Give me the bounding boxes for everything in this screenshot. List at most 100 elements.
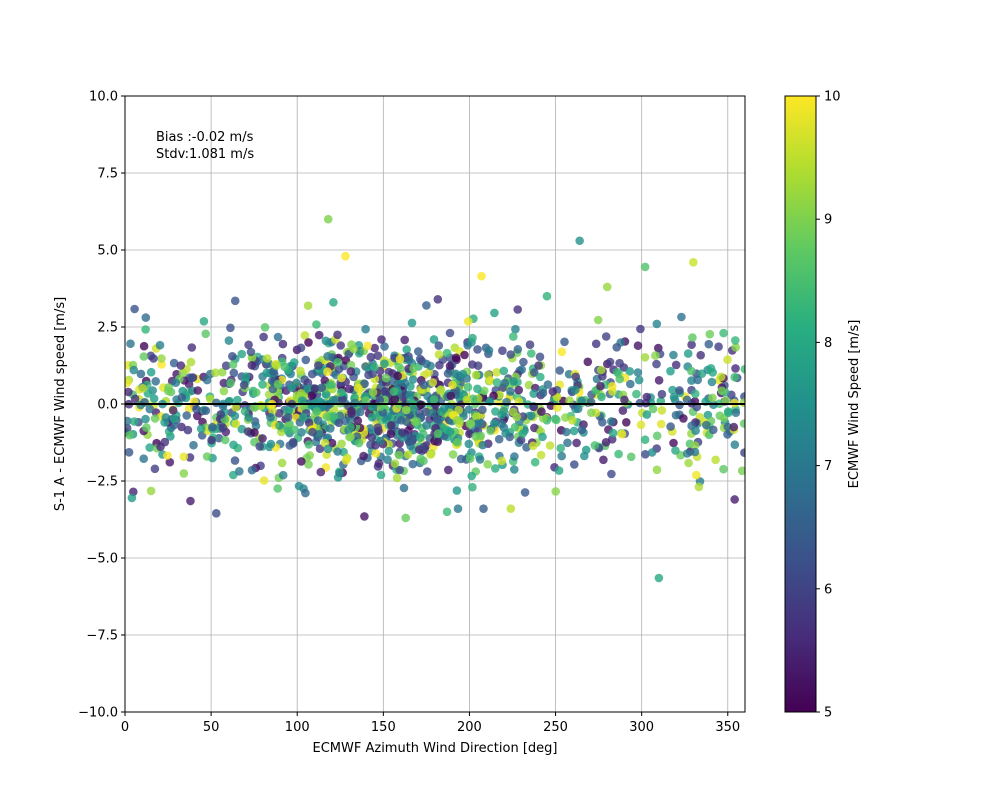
scatter-point: [473, 345, 482, 354]
scatter-point: [400, 335, 410, 345]
scatter-point: [452, 486, 462, 495]
scatter-point: [500, 378, 510, 388]
scatter-point: [410, 417, 420, 426]
scatter-point: [244, 340, 253, 350]
y-axis-label: S-1 A - ECMWF Wind speed [m/s]: [53, 297, 68, 511]
y-tick-label: −10.0: [78, 706, 118, 721]
scatter-point: [298, 413, 308, 422]
scatter-point: [583, 357, 593, 367]
scatter-point: [556, 443, 565, 453]
scatter-point: [490, 419, 499, 428]
scatter-point: [389, 387, 399, 396]
scatter-point: [360, 512, 369, 521]
scatter-point: [341, 416, 350, 426]
scatter-point: [702, 420, 711, 430]
scatter-point: [224, 336, 234, 345]
scatter-point: [683, 349, 693, 358]
scatter-point: [596, 365, 606, 375]
scatter-point: [352, 432, 362, 441]
scatter-point: [439, 404, 449, 414]
scatter-point: [360, 379, 369, 389]
scatter-point: [494, 434, 504, 444]
scatter-point: [654, 573, 664, 583]
scatter-point: [587, 408, 596, 418]
scatter-point: [729, 422, 739, 432]
scatter-point: [216, 410, 226, 419]
scatter-point: [514, 385, 523, 395]
scatter-point: [429, 335, 439, 344]
scatter-point: [625, 367, 634, 376]
scatter-point: [207, 435, 216, 445]
scatter-point: [380, 342, 389, 351]
scatter-point: [308, 427, 317, 437]
scatter-point: [478, 440, 488, 450]
scatter-point: [337, 439, 346, 449]
scatter-point: [510, 422, 520, 432]
scatter-point: [442, 507, 452, 517]
scatter-point: [290, 425, 299, 435]
scatter-point: [491, 464, 500, 473]
scatter-point: [399, 483, 409, 493]
scatter-point: [139, 352, 149, 361]
scatter-point: [296, 343, 306, 353]
scatter-point: [335, 468, 344, 478]
scatter-point: [422, 421, 431, 430]
scatter-point: [555, 366, 564, 375]
scatter-point: [247, 361, 257, 370]
scatter-point: [705, 329, 715, 339]
scatter-point: [419, 442, 429, 452]
scatter-point: [307, 391, 316, 400]
scatter-point: [671, 446, 680, 455]
scatter-point: [297, 428, 306, 437]
scatter-point: [537, 407, 546, 416]
scatter-point: [468, 482, 477, 492]
scatter-point: [325, 380, 335, 389]
scatter-point: [422, 359, 431, 369]
scatter-point: [338, 395, 347, 404]
scatter-point: [706, 364, 716, 373]
scatter-point: [538, 414, 548, 423]
y-tick-label: 0.0: [97, 398, 118, 413]
scatter-point: [380, 359, 389, 369]
scatter-point: [428, 408, 437, 418]
scatter-point: [202, 375, 212, 385]
scatter-point: [304, 440, 314, 449]
scatter-point: [652, 319, 662, 329]
scatter-point: [538, 388, 548, 398]
scatter-point: [138, 384, 148, 393]
scatter-point: [370, 343, 380, 353]
scatter-point: [538, 432, 547, 442]
scatter-point: [380, 386, 390, 396]
scatter-point: [157, 354, 166, 363]
scatter-point: [218, 367, 227, 377]
scatter-point: [657, 406, 667, 415]
scatter-point: [374, 459, 384, 468]
scatter-point: [513, 305, 522, 314]
x-tick-label: 250: [543, 720, 568, 735]
scatter-point: [416, 433, 425, 443]
scatter-point: [519, 357, 528, 367]
scatter-point: [548, 387, 558, 396]
scatter-point: [129, 365, 139, 375]
scatter-point: [368, 388, 378, 397]
scatter-point: [730, 495, 739, 504]
scatter-point: [386, 429, 396, 439]
scatter-point: [333, 447, 342, 456]
scatter-point: [273, 484, 283, 493]
y-axis-ticks: −10.0 −7.5 −5.0 −2.5 0.0 2.5 5.0 7.5 10.0: [78, 90, 125, 721]
scatter-point: [139, 454, 148, 464]
scatter-point: [189, 440, 198, 450]
scatter-point: [179, 469, 189, 478]
scatter-point: [434, 350, 444, 359]
scatter-point: [300, 331, 310, 340]
scatter-point: [451, 353, 461, 363]
scatter-point: [202, 452, 212, 461]
scatter-point: [346, 360, 356, 370]
scatter-point: [692, 470, 701, 480]
scatter-point: [230, 411, 240, 421]
colorbar-tick-label: 9: [824, 213, 832, 228]
scatter-point: [570, 460, 579, 469]
scatter-point: [435, 360, 444, 370]
x-tick-label: 300: [629, 720, 654, 735]
scatter-point: [146, 367, 156, 377]
